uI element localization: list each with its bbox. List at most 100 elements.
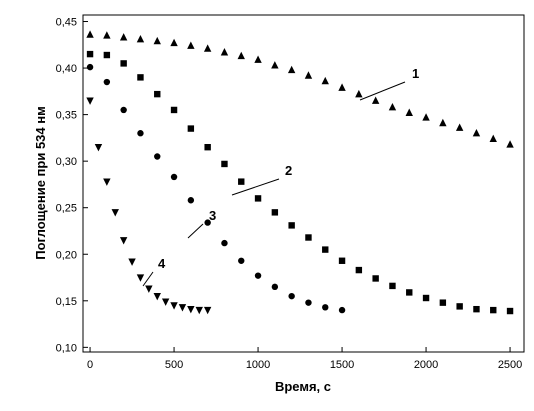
y-tick-label: 0,35 bbox=[56, 110, 77, 122]
data-point bbox=[322, 246, 329, 253]
data-point bbox=[187, 197, 195, 204]
data-point bbox=[187, 305, 195, 314]
data-point bbox=[187, 125, 195, 132]
data-point bbox=[271, 209, 279, 216]
x-tick-label: 1500 bbox=[330, 359, 354, 371]
leader-line bbox=[142, 271, 154, 287]
data-point bbox=[288, 222, 295, 229]
data-point bbox=[304, 71, 313, 79]
data-point bbox=[355, 89, 363, 98]
data-point bbox=[103, 31, 111, 39]
y-axis-label: Поглощение при 534 нм bbox=[33, 106, 48, 259]
data-point bbox=[472, 129, 481, 137]
data-point bbox=[305, 299, 312, 306]
data-point bbox=[237, 51, 245, 60]
series-label: 3 bbox=[209, 208, 216, 223]
data-point bbox=[103, 51, 111, 59]
plot-frame bbox=[82, 14, 525, 353]
data-point bbox=[238, 257, 245, 264]
series-label: 4 bbox=[158, 256, 166, 271]
data-point bbox=[145, 285, 153, 293]
data-point bbox=[388, 102, 397, 111]
data-point bbox=[372, 275, 379, 282]
data-point bbox=[128, 258, 136, 266]
data-point bbox=[321, 76, 329, 85]
data-point bbox=[221, 160, 228, 168]
data-point bbox=[305, 234, 312, 241]
y-tick-label: 0,30 bbox=[56, 156, 77, 168]
data-point bbox=[86, 30, 94, 38]
data-point bbox=[170, 38, 178, 47]
data-point bbox=[137, 130, 144, 137]
y-tick-label: 0,25 bbox=[56, 203, 77, 215]
leader-line bbox=[187, 223, 204, 239]
series-label: 1 bbox=[412, 66, 419, 81]
data-point bbox=[254, 272, 262, 279]
data-point bbox=[439, 299, 447, 306]
leader-line bbox=[231, 178, 280, 196]
data-point bbox=[170, 106, 178, 114]
x-axis-label: Время, с bbox=[275, 379, 331, 394]
data-point bbox=[136, 35, 145, 43]
data-point bbox=[271, 283, 279, 291]
series-label: 2 bbox=[285, 163, 292, 178]
data-point bbox=[154, 153, 161, 160]
data-point bbox=[473, 305, 480, 313]
data-point bbox=[119, 33, 128, 41]
y-tick-label: 0,40 bbox=[56, 63, 77, 75]
data-point bbox=[203, 306, 212, 315]
data-point bbox=[254, 195, 262, 202]
data-point bbox=[287, 65, 296, 74]
data-point bbox=[154, 90, 161, 98]
data-point bbox=[170, 302, 178, 310]
data-point bbox=[489, 134, 497, 143]
data-point bbox=[120, 106, 127, 114]
y-tick-label: 0,20 bbox=[56, 249, 77, 261]
data-point bbox=[254, 55, 262, 63]
data-point bbox=[153, 292, 161, 301]
x-tick-label: 1000 bbox=[246, 359, 270, 371]
x-tick-label: 2500 bbox=[498, 359, 522, 371]
data-point bbox=[422, 294, 430, 302]
data-point bbox=[187, 41, 195, 49]
data-point bbox=[338, 83, 346, 91]
data-point bbox=[455, 123, 464, 131]
data-point bbox=[221, 239, 228, 247]
data-point bbox=[178, 304, 187, 312]
data-point bbox=[389, 282, 396, 290]
data-point bbox=[170, 173, 178, 181]
data-point bbox=[506, 307, 514, 315]
y-tick-label: 0,45 bbox=[56, 17, 77, 29]
data-point bbox=[161, 298, 170, 306]
data-point bbox=[195, 306, 203, 315]
data-point bbox=[153, 36, 161, 45]
data-point bbox=[322, 304, 329, 311]
data-point bbox=[439, 118, 447, 127]
data-point bbox=[338, 306, 346, 314]
data-point bbox=[111, 209, 119, 217]
data-point bbox=[490, 306, 497, 314]
x-tick-label: 500 bbox=[165, 359, 183, 371]
data-point bbox=[405, 108, 413, 116]
data-point bbox=[86, 50, 94, 58]
data-point bbox=[220, 48, 229, 56]
data-point bbox=[204, 143, 211, 151]
data-point bbox=[371, 96, 380, 104]
data-point bbox=[355, 266, 363, 274]
data-point bbox=[203, 44, 212, 52]
leader-line bbox=[359, 81, 406, 101]
data-point bbox=[422, 113, 430, 121]
data-point bbox=[119, 237, 128, 245]
x-tick-label: 0 bbox=[87, 359, 93, 371]
data-point bbox=[136, 274, 145, 282]
data-point bbox=[94, 143, 103, 152]
data-point bbox=[86, 63, 94, 71]
data-point bbox=[120, 60, 127, 67]
data-point bbox=[137, 74, 144, 81]
data-point bbox=[338, 257, 346, 264]
x-tick-label: 2000 bbox=[414, 359, 438, 371]
data-point bbox=[103, 78, 111, 86]
data-point bbox=[288, 292, 295, 300]
y-tick-label: 0,10 bbox=[56, 342, 77, 354]
